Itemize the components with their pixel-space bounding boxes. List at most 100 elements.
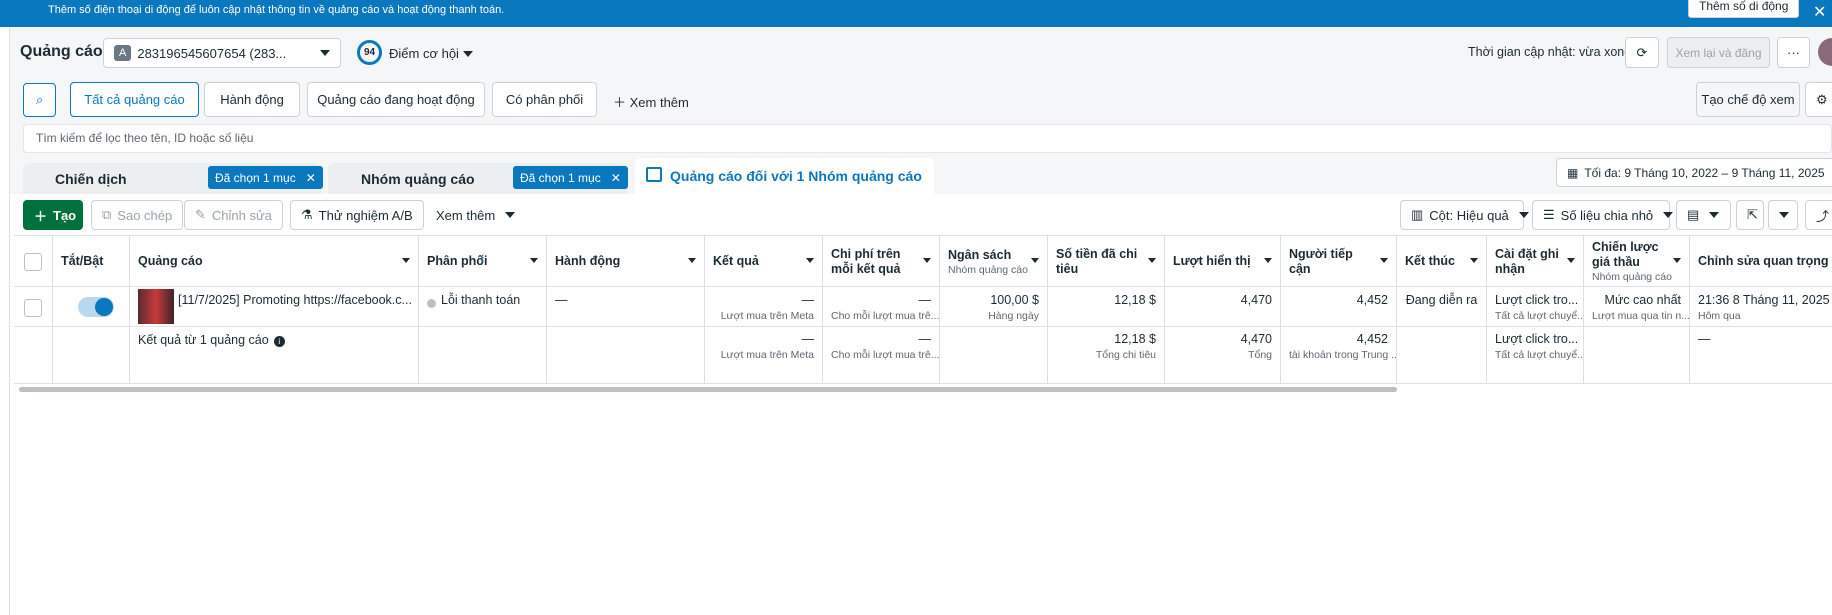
score-label[interactable]: Điểm cơ hội bbox=[389, 46, 473, 62]
ab-button[interactable]: ⚗ Thử nghiệm A/B bbox=[290, 200, 424, 230]
column-header[interactable]: Hành động bbox=[547, 236, 705, 287]
column-header[interactable]: Ngân sách Nhóm quảng cáo bbox=[940, 236, 1048, 287]
search-button[interactable]: ⌕ bbox=[23, 83, 56, 117]
column-header[interactable]: Lượt hiển thị bbox=[1165, 236, 1281, 287]
date-picker[interactable]: ▦ Tối đa: 9 Tháng 10, 2022 – 9 Tháng 11,… bbox=[1556, 158, 1832, 187]
cell-sub: Lượt mua qua tin n... bbox=[1592, 310, 1690, 322]
header-label: Hành động bbox=[555, 254, 621, 268]
cell-text: — bbox=[1698, 332, 1711, 346]
sort-dropdown[interactable] bbox=[1567, 258, 1575, 267]
header-group: Phân phối bbox=[427, 254, 487, 269]
columns-button[interactable]: ▥ Cột: Hiệu quả bbox=[1400, 200, 1524, 230]
toolbar-more[interactable]: Xem thêm bbox=[425, 200, 527, 230]
more-button[interactable]: ··· bbox=[1777, 37, 1810, 68]
tab-ads[interactable] bbox=[635, 158, 934, 194]
header-group: Kết quả bbox=[713, 254, 759, 269]
column-header[interactable]: Tắt/Bật bbox=[53, 236, 130, 287]
cell-text: Lỗi thanh toán bbox=[441, 293, 521, 307]
table-cell bbox=[940, 326, 1048, 384]
account-badge: A bbox=[114, 45, 132, 61]
scrollbar[interactable] bbox=[19, 387, 1397, 392]
refresh-button[interactable]: ⟳ bbox=[1625, 37, 1659, 68]
sort-dropdown[interactable] bbox=[402, 258, 410, 267]
column-header[interactable]: Kết quả bbox=[705, 236, 823, 287]
table-cell: Đang diễn ra bbox=[1397, 287, 1487, 326]
header-group: Chi phí trên mỗi kết quả bbox=[831, 247, 919, 277]
column-header[interactable]: Chi phí trên mỗi kết quả bbox=[823, 236, 940, 287]
avatar[interactable] bbox=[1818, 38, 1832, 66]
sort-arrow: ↑ bbox=[479, 251, 486, 267]
cell bbox=[14, 326, 53, 384]
edit-text: Chỉnh sửa bbox=[211, 207, 272, 223]
filter-button[interactable]: Tất cả quảng cáo bbox=[70, 82, 199, 117]
date-text: Tối đa: 9 Tháng 10, 2022 – 9 Tháng 11, 2… bbox=[1584, 165, 1825, 180]
cell-sub: Lượt mua trên Meta bbox=[720, 310, 814, 322]
chart-button[interactable]: ⤴ bbox=[1805, 200, 1832, 230]
settings-icon[interactable]: ⚙ bbox=[1805, 82, 1832, 117]
sort-dropdown[interactable] bbox=[1673, 258, 1681, 267]
table-cell: 12,18 $ bbox=[1048, 287, 1165, 326]
tab-campaign-chip[interactable]: Đã chọn 1 mục ✕ bbox=[208, 166, 323, 189]
header-group: Cài đặt ghi nhận bbox=[1495, 247, 1563, 277]
header-label: Chỉnh sửa quan trọng gần nhất bbox=[1698, 254, 1832, 268]
cell-sub: Tất cả lượt chuyể... bbox=[1495, 349, 1584, 361]
export-button[interactable]: ⇱ bbox=[1736, 200, 1764, 230]
column-header[interactable]: Quảng cáo bbox=[130, 236, 419, 287]
create-button[interactable]: ＋ Tạo bbox=[23, 200, 83, 230]
checkbox[interactable] bbox=[24, 299, 42, 317]
sort-dropdown[interactable] bbox=[1264, 258, 1272, 267]
more-filters[interactable]: ＋ Xem thêm bbox=[613, 95, 689, 110]
column-header[interactable]: Người tiếp cận bbox=[1281, 236, 1397, 287]
breakdown-button[interactable]: ☰ Số liệu chia nhỏ bbox=[1532, 200, 1670, 230]
column-header[interactable]: Cài đặt ghi nhận bbox=[1487, 236, 1584, 287]
sort-dropdown[interactable] bbox=[530, 258, 538, 267]
column-header[interactable]: Kết thúc bbox=[1397, 236, 1487, 287]
header-group: Số tiền đã chi tiêu bbox=[1056, 247, 1144, 277]
sort-dropdown[interactable] bbox=[1148, 258, 1156, 267]
status-dot bbox=[427, 299, 436, 308]
header-group: Chiến lược giá thầu Nhóm quảng cáo bbox=[1592, 240, 1672, 283]
info-icon[interactable]: i bbox=[273, 336, 285, 347]
chip-close[interactable]: ✕ bbox=[610, 170, 621, 185]
sort-dropdown[interactable] bbox=[923, 258, 931, 267]
table-cell: 4,452 tài khoản trong Trung ... bbox=[1281, 326, 1397, 384]
column-header[interactable]: Số tiền đã chi tiêu bbox=[1048, 236, 1165, 287]
table-cell bbox=[1397, 326, 1487, 384]
checkbox[interactable] bbox=[24, 253, 42, 271]
sort-dropdown[interactable] bbox=[1470, 258, 1478, 267]
header-group: Kết thúc bbox=[1405, 254, 1455, 269]
header-label: Tắt/Bật bbox=[61, 254, 104, 268]
sort-dropdown[interactable] bbox=[806, 258, 814, 267]
column-header[interactable]: Chỉnh sửa quan trọng gần nhất bbox=[1690, 236, 1832, 287]
column-header[interactable]: Phân phối ↑ bbox=[419, 236, 547, 287]
tab-adset-chip[interactable]: Đã chọn 1 mục ✕ bbox=[513, 166, 628, 189]
search-input[interactable] bbox=[23, 124, 1832, 153]
score-circle: 94 bbox=[357, 40, 382, 65]
header-label: Số tiền đã chi tiêu bbox=[1056, 246, 1138, 276]
filter-button[interactable]: Hành động bbox=[204, 82, 300, 117]
export-dd[interactable] bbox=[1768, 200, 1798, 230]
edit-button[interactable]: ✎ Chỉnh sửa bbox=[184, 200, 283, 230]
cell-text: Lượt click tro... bbox=[1495, 332, 1579, 346]
filter-button[interactable]: Có phân phối bbox=[492, 82, 597, 117]
filter-text: Có phân phối bbox=[505, 92, 584, 107]
create-view[interactable]: Tạo chế độ xem bbox=[1696, 82, 1800, 117]
column-header[interactable]: Chiến lược giá thầu Nhóm quảng cáo bbox=[1584, 236, 1690, 287]
review-button[interactable]: Xem lại và đăng bbox=[1667, 37, 1770, 68]
close-icon[interactable]: ✕ bbox=[1813, 4, 1827, 21]
table-cell: 12,18 $ Tổng chi tiêu bbox=[1048, 326, 1165, 384]
sort-dropdown[interactable] bbox=[688, 258, 696, 267]
account-selector[interactable]: A 283196545607654 (283... bbox=[103, 38, 341, 68]
toggle[interactable] bbox=[78, 297, 114, 317]
ab-text: Thử nghiệm A/B bbox=[318, 207, 413, 223]
tab-ads-icon bbox=[646, 167, 662, 182]
reports-button[interactable]: ▤ bbox=[1676, 200, 1731, 230]
sort-dropdown[interactable] bbox=[1380, 258, 1388, 267]
banner-button[interactable]: Thêm số di động bbox=[1688, 0, 1800, 18]
chip-close[interactable]: ✕ bbox=[305, 170, 316, 185]
sort-dropdown[interactable] bbox=[1031, 258, 1039, 267]
tab-adset-label: Nhóm quảng cáo bbox=[361, 171, 475, 187]
filter-button[interactable]: Quảng cáo đang hoạt động bbox=[307, 82, 485, 117]
copy-button[interactable]: ⧉ Sao chép bbox=[91, 200, 184, 230]
cell-text: Đang diễn ra bbox=[1405, 293, 1478, 307]
